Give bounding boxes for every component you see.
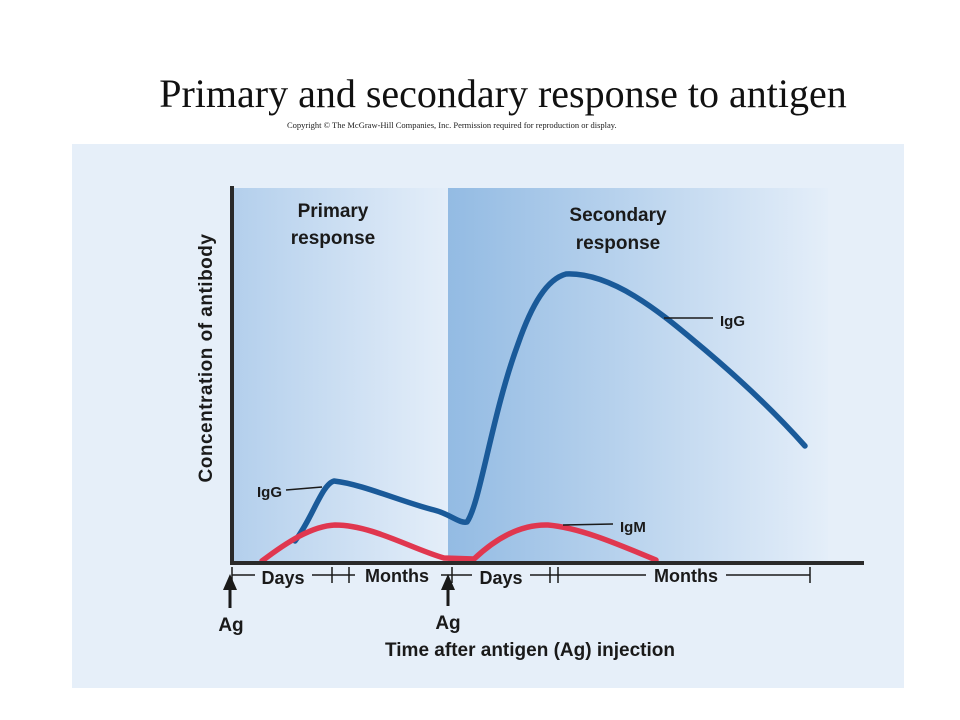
secondary-response-label-line2: response — [576, 233, 660, 254]
igg-curve — [292, 271, 808, 544]
y-axis-label: Concentration of antibody — [196, 234, 217, 483]
copyright-notice: Copyright © The McGraw-Hill Companies, I… — [287, 120, 617, 130]
antigen-arrow-2 — [441, 574, 455, 606]
igm-curve — [259, 522, 659, 564]
igm-label: IgM — [620, 519, 646, 536]
time-segment-months-1: Months — [365, 566, 429, 586]
secondary-response-label-line1: Secondary — [569, 205, 667, 226]
antigen-marker-2: Ag — [435, 613, 460, 634]
slide-title: Primary and secondary response to antige… — [159, 71, 847, 116]
time-segment-months-2: Months — [654, 566, 718, 586]
time-segment-days-1: Days — [261, 568, 304, 588]
antibody-response-diagram: Primary response Secondary response Conc… — [72, 144, 904, 688]
igg-primary-leader — [285, 486, 323, 491]
primary-response-region — [232, 188, 448, 562]
igm-leader — [562, 523, 614, 526]
time-segment-bracket — [231, 567, 811, 583]
primary-response-label-line1: Primary — [298, 201, 369, 222]
x-axis-label: Time after antigen (Ag) injection — [385, 640, 675, 661]
time-segment-days-2: Days — [479, 568, 522, 588]
igg-primary-label: IgG — [257, 484, 282, 501]
secondary-response-region — [448, 188, 828, 562]
antigen-marker-1: Ag — [218, 615, 243, 636]
antibody-response-figure: Primary response Secondary response Conc… — [72, 144, 904, 688]
igg-secondary-label: IgG — [720, 313, 745, 330]
primary-response-label-line2: response — [291, 228, 375, 249]
antigen-arrow-1 — [223, 574, 237, 608]
